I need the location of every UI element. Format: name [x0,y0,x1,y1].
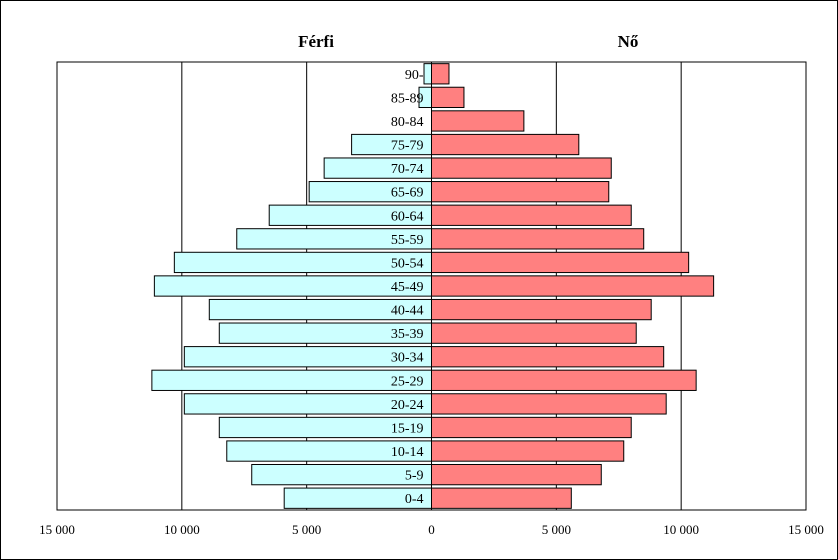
category-label: 15-19 [391,421,424,436]
category-label: 35-39 [391,327,424,342]
category-label: 60-64 [391,209,424,224]
bar-female-0-4 [431,487,572,509]
category-label: 70-74 [391,162,424,177]
bar-female-15-19 [431,416,632,439]
category-label: 25-29 [391,374,424,389]
category-label: 45-49 [391,280,424,295]
category-label: 55-59 [391,233,424,248]
category-label: 90- [405,68,424,83]
x-tick-label: 15 000 [39,522,75,537]
series-title-male: Férfi [298,32,334,51]
bar-female-10-14 [431,440,625,462]
x-tick-label: 0 [428,522,435,537]
category-label: 40-44 [391,304,424,319]
x-tick-label: 5 000 [292,522,321,537]
category-label: 0-4 [405,492,424,507]
bar-female-60-64 [431,204,632,226]
bar-female-55-59 [431,228,645,250]
bar-female-80-84 [431,110,525,132]
bar-female-70-74 [431,157,612,179]
x-tick-label: 15 000 [788,522,824,537]
bar-female-50-54 [431,251,690,274]
category-label: 75-79 [391,139,424,154]
bar-male-90- [423,63,433,85]
bar-female-5-9 [431,463,602,486]
bar-female-20-24 [431,393,667,415]
bar-female-35-39 [431,322,637,344]
category-label: 85-89 [391,91,424,106]
bar-female-90- [431,63,450,85]
x-tick-label: 5 000 [542,522,571,537]
x-tick-labels: 15 000 10 000 5 000 0 5 000 10 000 15 000 [39,522,824,537]
bar-female-40-44 [431,298,652,321]
bar-male-25-29 [151,369,433,391]
category-label: 65-69 [391,186,424,201]
bar-female-25-29 [431,369,697,391]
category-label: 80-84 [391,115,424,130]
category-label: 5-9 [405,469,424,484]
bars [151,63,715,509]
category-labels: 0-4 5-9 10-14 15-19 20-24 25-29 30-34 35-39 40-4… [391,68,424,507]
bar-female-30-34 [431,346,665,368]
bar-female-85-89 [431,86,465,109]
bar-female-45-49 [431,275,715,297]
category-label: 20-24 [391,398,424,413]
category-label: 30-34 [391,351,424,366]
bar-female-65-69 [431,181,610,203]
category-label: 10-14 [391,445,424,460]
x-tick-label: 10 000 [663,522,699,537]
series-title-female: Nő [618,32,639,51]
bar-female-75-79 [431,133,580,156]
category-label: 50-54 [391,256,424,271]
x-tick-label: 10 000 [164,522,200,537]
